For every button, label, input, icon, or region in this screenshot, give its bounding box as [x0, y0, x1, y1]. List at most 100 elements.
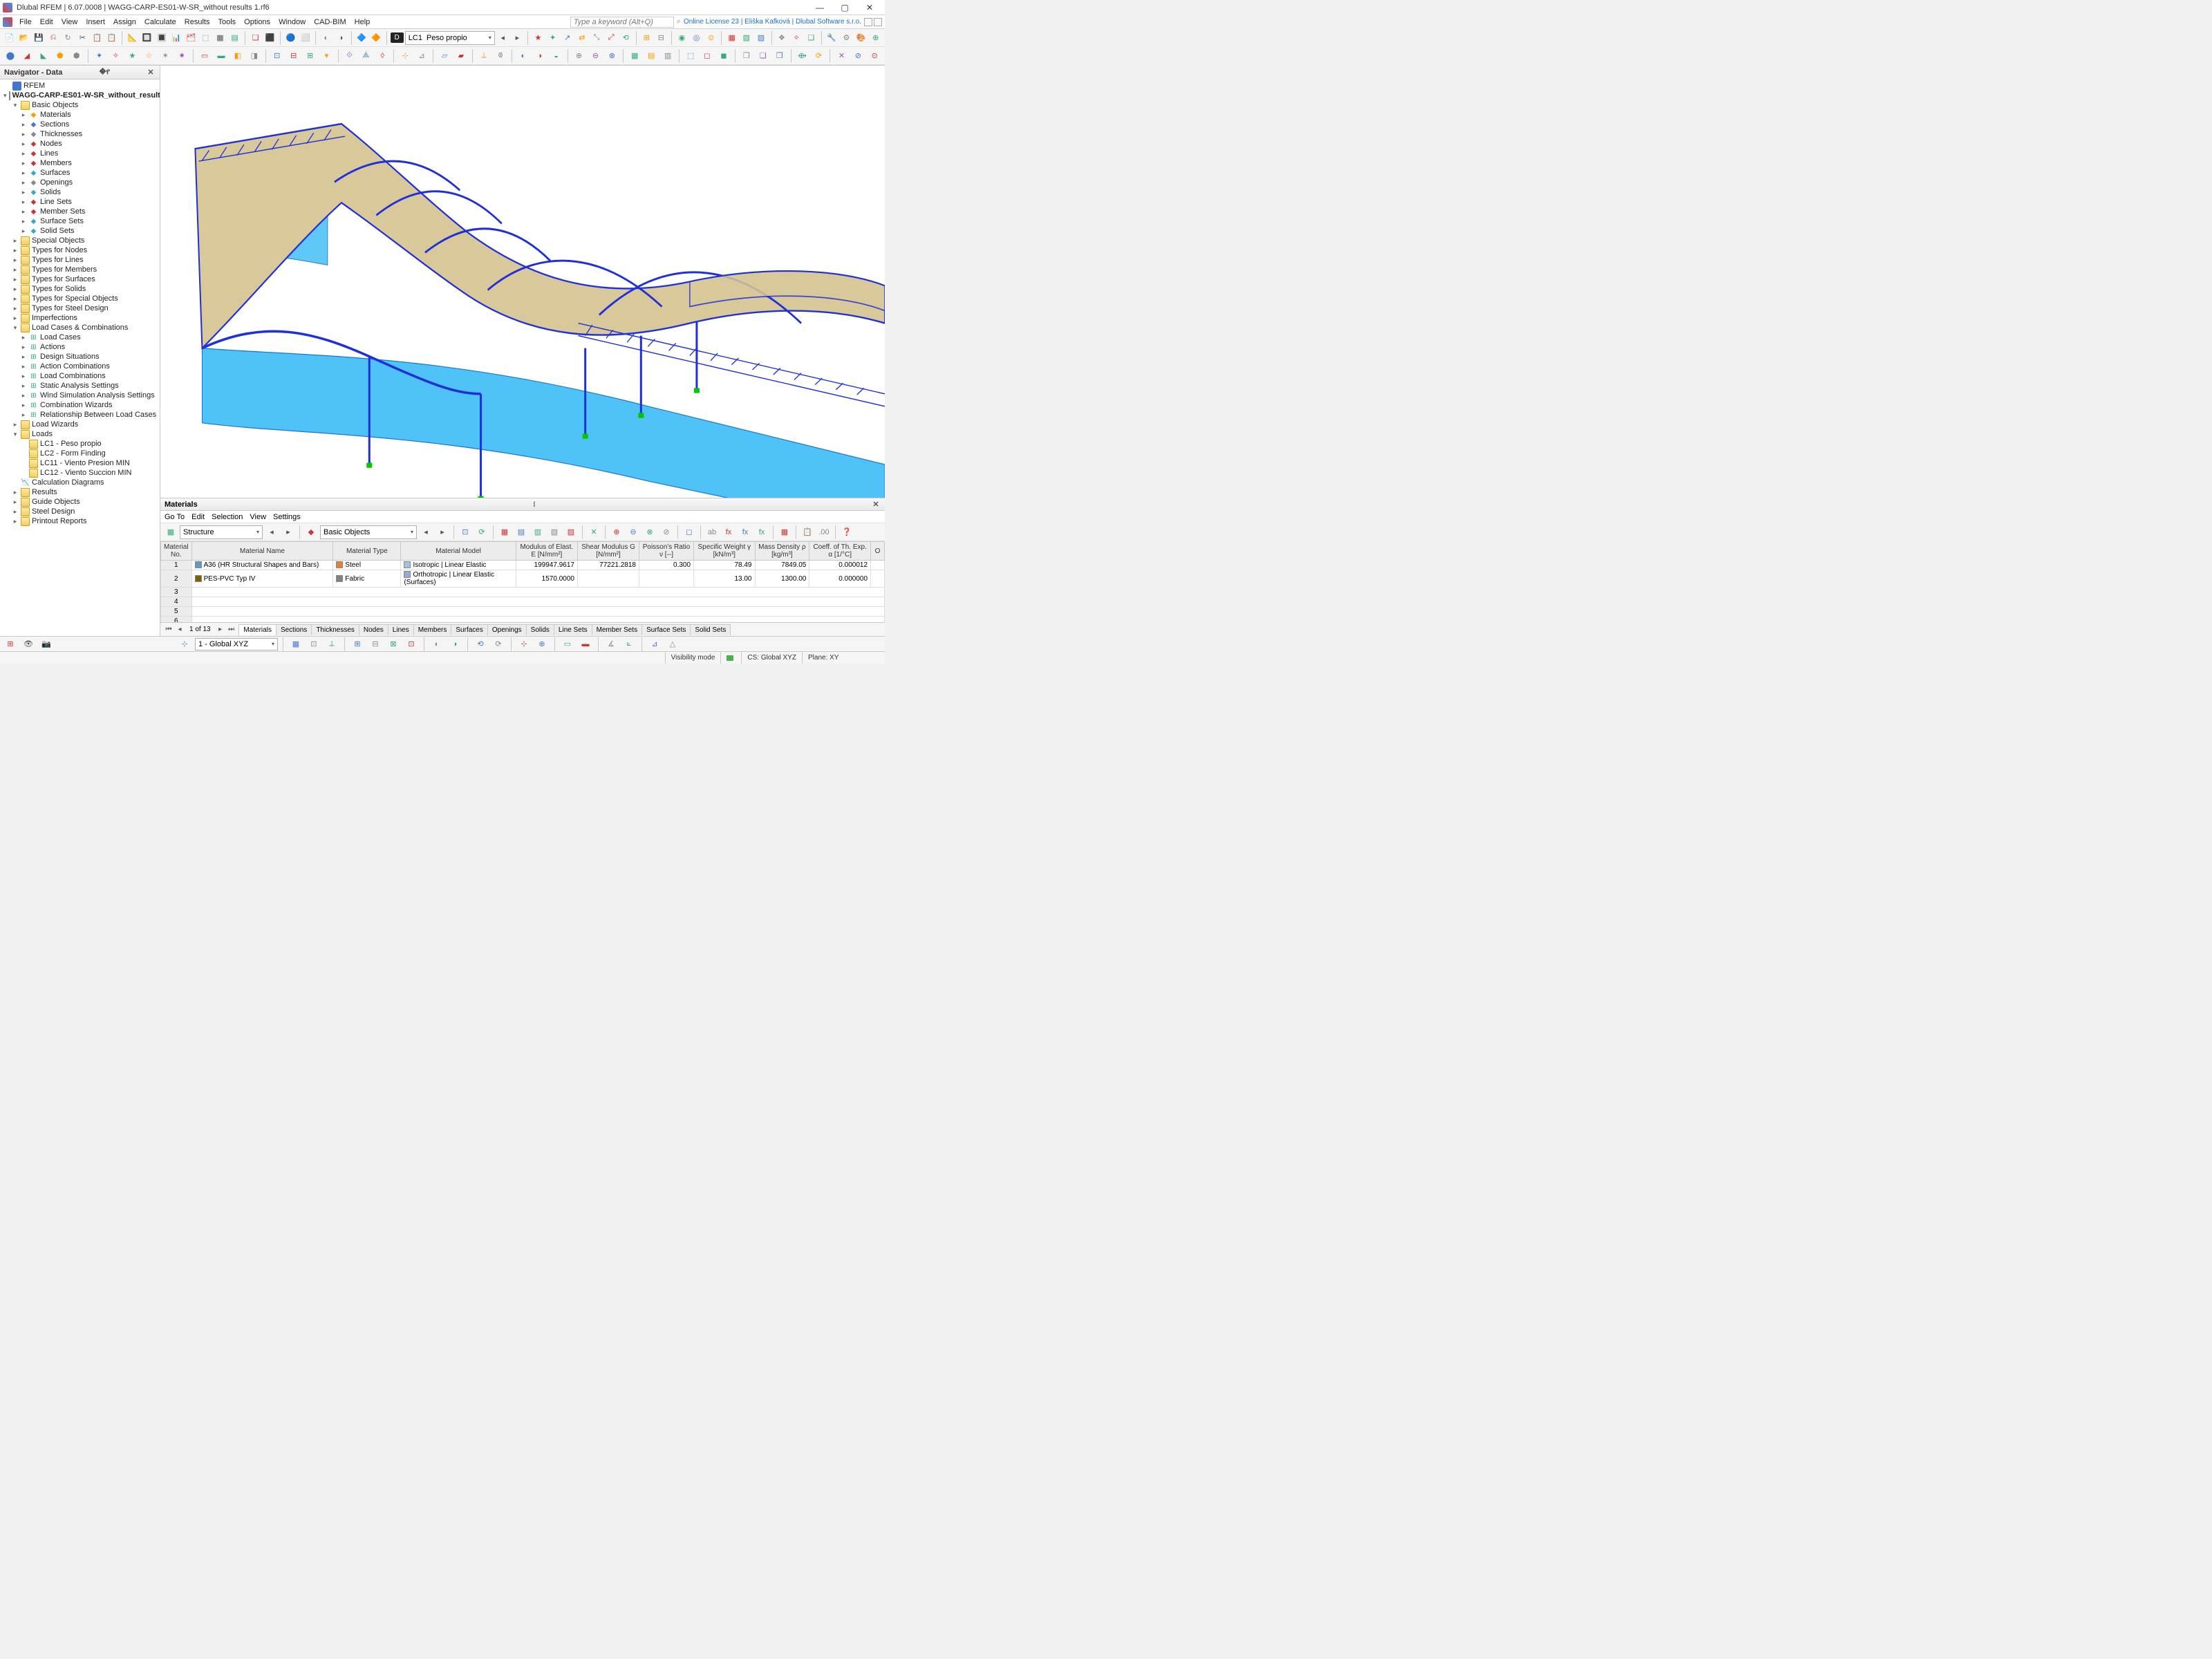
mattb-4[interactable]: ▤	[514, 525, 529, 540]
tb1-0[interactable]: 📄	[3, 30, 16, 46]
tree-f1-0[interactable]: ▸Special Objects	[0, 236, 160, 245]
mattb-21[interactable]: fx	[754, 525, 769, 540]
tb1b-15[interactable]: ▦	[725, 30, 738, 46]
tb1-7[interactable]: 📋	[105, 30, 118, 46]
tree-lcac-5[interactable]: ▸⊞Static Analysis Settings	[0, 381, 160, 391]
matmenu-settings[interactable]: Settings	[273, 513, 301, 521]
mattb-11[interactable]: ⊕	[609, 525, 624, 540]
tree-file[interactable]: ▾WAGG-CARP-ES01-W-SR_without_results 1.r…	[0, 91, 160, 100]
tree-f2-0[interactable]: 📉Calculation Diagrams	[0, 478, 160, 487]
tb2-2[interactable]: ◣	[36, 48, 51, 64]
tree-f1-5[interactable]: ▸Types for Solids	[0, 284, 160, 294]
status-nav-icon[interactable]: ⊞	[3, 637, 18, 652]
mattb-12[interactable]: ⊖	[626, 525, 641, 540]
tb1-4[interactable]: ↻	[62, 30, 75, 46]
tb1-21[interactable]: 🔵	[284, 30, 297, 46]
matmenu-edit[interactable]: Edit	[191, 513, 205, 521]
tb1-9[interactable]: 📐	[126, 30, 139, 46]
stb-9[interactable]: ◐	[429, 637, 444, 652]
tb1b-24[interactable]: ⚙	[840, 30, 853, 46]
mattb-5[interactable]: ▥	[530, 525, 545, 540]
tb2-53[interactable]: ❑	[756, 48, 771, 64]
table-row-empty[interactable]: 6	[161, 617, 885, 623]
tree-load-3[interactable]: LC12 - Viento Succion MIN	[0, 468, 160, 478]
tb2-60[interactable]: ⊘	[850, 48, 865, 64]
tree-bo-7[interactable]: ▸◆Openings	[0, 178, 160, 187]
tb1-12[interactable]: 📊	[169, 30, 182, 46]
matmenu-go-to[interactable]: Go To	[165, 513, 185, 521]
tree-basic-objects[interactable]: ▾Basic Objects	[0, 100, 160, 110]
tree-lcac-4[interactable]: ▸⊞Load Combinations	[0, 371, 160, 381]
tb2-24[interactable]: ⟁	[358, 48, 373, 64]
tb1-22[interactable]: ⬜	[299, 30, 312, 46]
tb1b-3[interactable]: ⇄	[575, 30, 588, 46]
mattb-23[interactable]: ▦	[777, 525, 792, 540]
lc-next[interactable]: ▸	[511, 30, 524, 46]
tb2-9[interactable]: ☆	[141, 48, 156, 64]
tree-bo-6[interactable]: ▸◆Surfaces	[0, 168, 160, 178]
stb-18[interactable]: ▭	[560, 637, 575, 652]
tb1b-9[interactable]: ⊟	[655, 30, 668, 46]
tree-load-1[interactable]: LC2 - Form Finding	[0, 449, 160, 458]
keyword-search-input[interactable]	[570, 17, 674, 28]
tb1b-25[interactable]: 🎨	[854, 30, 868, 46]
tb2-16[interactable]: ◨	[247, 48, 262, 64]
tb2-50[interactable]: ◼	[716, 48, 731, 64]
tb2-20[interactable]: ⊞	[303, 48, 318, 64]
stb-19[interactable]: ▬	[578, 637, 593, 652]
mattb-3[interactable]: ▦	[497, 525, 512, 540]
tree-lcac-2[interactable]: ▸⊞Design Situations	[0, 352, 160, 362]
tb2-18[interactable]: ⊡	[270, 48, 285, 64]
menu-insert[interactable]: Insert	[82, 17, 109, 28]
tab-surface-sets[interactable]: Surface Sets	[641, 624, 691, 635]
tree-lcac[interactable]: ▾Load Cases & Combinations	[0, 323, 160, 332]
status-cs-icon[interactable]: ⊹	[177, 637, 192, 652]
tb1-18[interactable]: ❏	[249, 30, 262, 46]
tree-bo-12[interactable]: ▸◆Solid Sets	[0, 226, 160, 236]
tb2-4[interactable]: ⬢	[69, 48, 84, 64]
menu-edit[interactable]: Edit	[36, 17, 57, 28]
mattb-16[interactable]: ◻	[682, 525, 697, 540]
mattb-7[interactable]: ▨	[563, 525, 579, 540]
tb2-59[interactable]: ✕	[834, 48, 849, 64]
tb1b-19[interactable]: ❖	[775, 30, 788, 46]
tb1b-21[interactable]: ❏	[805, 30, 818, 46]
tb2-46[interactable]: ▥	[660, 48, 675, 64]
tree-f1-7[interactable]: ▸Types for Steel Design	[0, 303, 160, 313]
tb2-38[interactable]: ◒	[549, 48, 564, 64]
tb1b-0[interactable]: ★	[532, 30, 545, 46]
stb-12[interactable]: ⟲	[473, 637, 488, 652]
materials-grid[interactable]: Material No. Material Name Material Type…	[160, 541, 885, 622]
materials-pin-icon[interactable]: ⁝	[529, 500, 539, 509]
stb-1[interactable]: ⊡	[306, 637, 321, 652]
tree-f2-1[interactable]: ▸Results	[0, 487, 160, 497]
tb2-23[interactable]: ⟐	[342, 48, 357, 64]
tb1-28[interactable]: 🔶	[370, 30, 383, 46]
tree-f1-2[interactable]: ▸Types for Lines	[0, 255, 160, 265]
tb2-33[interactable]: ⟂	[476, 48, 491, 64]
tree-load-0[interactable]: LC1 - Peso propio	[0, 439, 160, 449]
tb2-14[interactable]: ▬	[214, 48, 229, 64]
tb2-49[interactable]: ◻	[700, 48, 715, 64]
tb2-11[interactable]: ✷	[174, 48, 189, 64]
tb1-3[interactable]: ⎌	[46, 30, 59, 46]
mat-next1[interactable]: ▸	[281, 525, 296, 540]
stb-22[interactable]: ⟀	[621, 637, 637, 652]
table-row-empty[interactable]: 4	[161, 597, 885, 607]
status-eye-icon[interactable]: 👁	[21, 637, 36, 652]
tb2-10[interactable]: ✶	[158, 48, 173, 64]
tb2-27[interactable]: ⊹	[397, 48, 413, 64]
tb1-6[interactable]: 📋	[91, 30, 104, 46]
tb1b-13[interactable]: ⊙	[704, 30, 718, 46]
table-row[interactable]: 2 PES-PVC Typ IV Fabric Orthotropic | Li…	[161, 570, 885, 588]
tb1b-20[interactable]: ✧	[790, 30, 803, 46]
tb1b-5[interactable]: ⤢	[605, 30, 618, 46]
tree-f1-8[interactable]: ▸Imperfections	[0, 313, 160, 323]
mat-next2[interactable]: ▸	[435, 525, 450, 540]
tab-first[interactable]: ⏮	[163, 626, 174, 633]
tb1-16[interactable]: ▤	[228, 30, 241, 46]
tree-f1-4[interactable]: ▸Types for Surfaces	[0, 274, 160, 284]
tb1-25[interactable]: ◑	[334, 30, 347, 46]
tree-lcac-1[interactable]: ▸⊞Actions	[0, 342, 160, 352]
tb1-1[interactable]: 📂	[17, 30, 30, 46]
